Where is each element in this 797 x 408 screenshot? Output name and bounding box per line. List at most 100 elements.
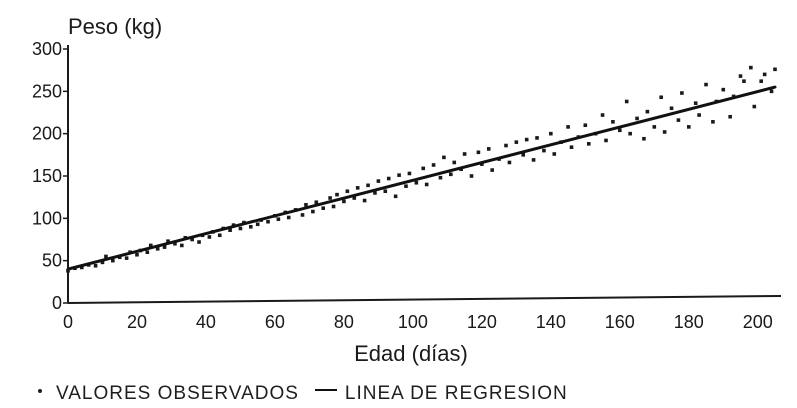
data-point <box>611 120 615 124</box>
data-point <box>438 175 443 180</box>
data-point <box>393 194 398 199</box>
x-tick-label: 180 <box>674 312 704 332</box>
data-point <box>228 228 232 232</box>
data-point <box>314 200 319 205</box>
data-point <box>507 160 512 165</box>
x-tick-label: 100 <box>398 312 428 332</box>
data-point <box>752 104 757 109</box>
data-point <box>449 172 453 177</box>
y-tick-label: 100 <box>32 208 62 228</box>
data-point <box>669 106 674 111</box>
data-point <box>352 196 357 200</box>
x-tick-label: 80 <box>334 312 354 332</box>
regression-line <box>66 85 777 271</box>
data-point <box>111 258 115 263</box>
data-point <box>693 101 698 105</box>
data-point <box>711 120 715 124</box>
data-point <box>328 196 332 200</box>
data-point <box>162 245 167 249</box>
data-point <box>304 202 308 207</box>
data-point <box>124 256 129 260</box>
x-tick-label: 60 <box>265 312 285 332</box>
data-point <box>697 113 701 117</box>
data-point <box>686 125 691 129</box>
y-tick-label: 50 <box>42 251 62 271</box>
data-point <box>376 179 381 183</box>
data-point <box>480 162 484 166</box>
data-point <box>531 158 536 162</box>
legend-label-regression: LINEA DE REGRESION <box>344 383 568 404</box>
data-point <box>145 250 150 254</box>
data-point <box>217 233 222 238</box>
data-point <box>286 215 291 220</box>
data-point <box>524 137 529 142</box>
data-point <box>362 198 367 203</box>
data-point <box>469 174 474 178</box>
data-point <box>645 109 650 114</box>
data-point <box>207 235 212 239</box>
data-point <box>521 153 526 157</box>
y-tick-label: 150 <box>32 166 62 186</box>
x-ticks: 0 20 40 60 80 100 120 140 160 180 200 <box>63 312 773 332</box>
data-point <box>569 145 574 150</box>
data-point <box>197 240 201 244</box>
data-point <box>773 67 777 72</box>
data-point <box>659 95 663 100</box>
data-point <box>504 143 508 148</box>
data-point <box>386 176 391 181</box>
data-point <box>373 191 377 195</box>
data-point <box>311 209 315 214</box>
data-point <box>762 72 767 77</box>
data-point <box>335 192 339 197</box>
data-point <box>535 136 539 140</box>
data-point <box>624 99 629 104</box>
data-point <box>190 237 194 242</box>
data-point <box>397 173 401 177</box>
y-ticks: 0 50 100 150 200 250 300 <box>32 39 68 313</box>
data-point <box>514 140 519 144</box>
data-point <box>628 131 632 136</box>
data-point <box>680 91 684 95</box>
data-point <box>135 252 139 257</box>
data-point <box>742 79 746 83</box>
x-tick-label: 200 <box>743 312 773 332</box>
data-point <box>166 239 170 243</box>
data-point <box>148 243 153 248</box>
y-axis-label: Peso (kg) <box>68 14 162 39</box>
line-marker-icon <box>314 389 337 391</box>
data-point <box>635 116 639 121</box>
data-point <box>255 222 260 227</box>
data-point <box>355 186 360 190</box>
data-point <box>676 118 681 122</box>
y-tick-label: 200 <box>32 124 62 144</box>
data-point <box>300 213 305 217</box>
legend-label-observed: VALORES OBSERVADOS <box>56 383 299 404</box>
data-point <box>104 254 108 259</box>
data-point <box>769 89 774 94</box>
data-point <box>266 219 270 224</box>
x-tick-label: 20 <box>127 312 147 332</box>
data-point <box>383 189 388 194</box>
y-tick-label: 300 <box>32 39 62 59</box>
data-point <box>721 87 726 92</box>
data-point <box>652 125 657 129</box>
data-point <box>366 183 370 188</box>
data-point <box>404 184 408 188</box>
data-point <box>604 138 608 143</box>
legend-item-regression: LINEA DE REGRESION <box>314 383 568 405</box>
data-point <box>173 241 177 246</box>
data-point <box>549 131 553 136</box>
data-point <box>642 136 646 141</box>
data-point <box>476 150 481 155</box>
data-point <box>414 180 419 185</box>
legend-item-observed: VALORES OBSERVADOS <box>38 383 299 405</box>
data-point <box>93 263 98 268</box>
data-point <box>462 152 467 156</box>
data-point <box>424 182 429 187</box>
legend: VALORES OBSERVADOS LINEA DE REGRESION <box>38 382 584 406</box>
data-point <box>583 123 588 127</box>
data-point <box>600 113 605 117</box>
data-point <box>421 166 426 171</box>
data-point <box>342 199 346 204</box>
x-tick-label: 40 <box>196 312 216 332</box>
